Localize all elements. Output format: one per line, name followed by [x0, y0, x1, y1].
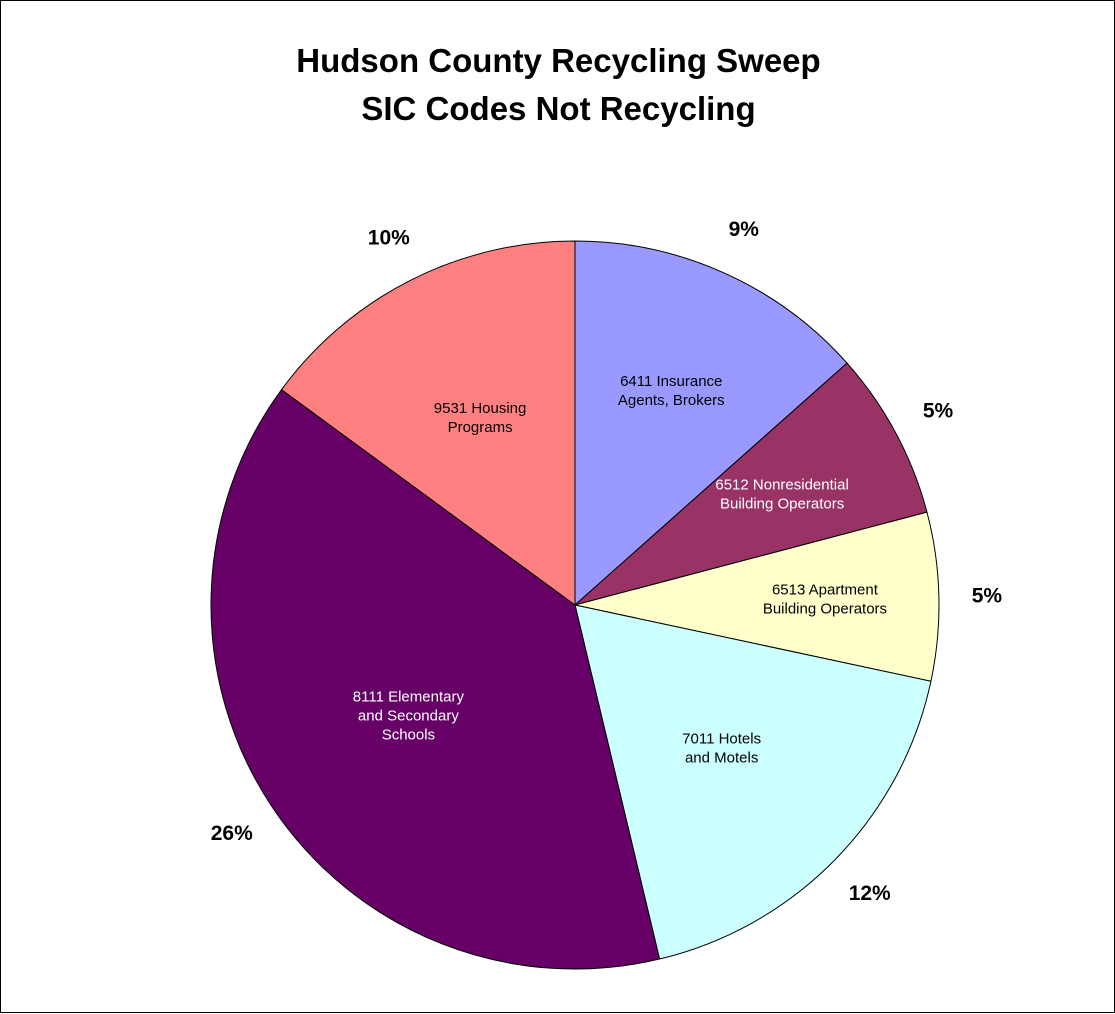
slice-percent-label: 10% — [368, 226, 410, 249]
pie-slice — [210, 388, 661, 970]
slice-label: 6513 Apartment Building Operators — [763, 582, 887, 618]
slice-percent-label: 26% — [211, 822, 253, 845]
chart-title-line-1: Hudson County Recycling Sweep — [296, 42, 821, 79]
slice-label: 6512 Nonresidential Building Operators — [715, 476, 848, 512]
slice-percent-label: 5% — [972, 584, 1003, 607]
pie-slice — [280, 240, 576, 606]
chart-title-line-2: SIC Codes Not Recycling — [361, 90, 756, 127]
pie-slice — [574, 604, 932, 960]
slice-percent-label: 12% — [849, 882, 891, 905]
slice-label: 9531 Housing Programs — [434, 400, 527, 436]
chart-title: Hudson County Recycling Sweep SIC Codes … — [1, 37, 1115, 133]
pie-slice — [574, 240, 848, 607]
pie-slice — [574, 511, 940, 682]
slice-percent-label: 9% — [729, 218, 760, 241]
slice-label: 7011 Hotels and Motels — [682, 731, 761, 767]
slice-percent-label: 5% — [923, 399, 954, 422]
pie-slice — [574, 362, 928, 606]
slice-label: 8111 Elementary and Secondary Schools — [353, 689, 465, 744]
slice-label: 6411 Insurance Agents, Brokers — [618, 373, 725, 409]
